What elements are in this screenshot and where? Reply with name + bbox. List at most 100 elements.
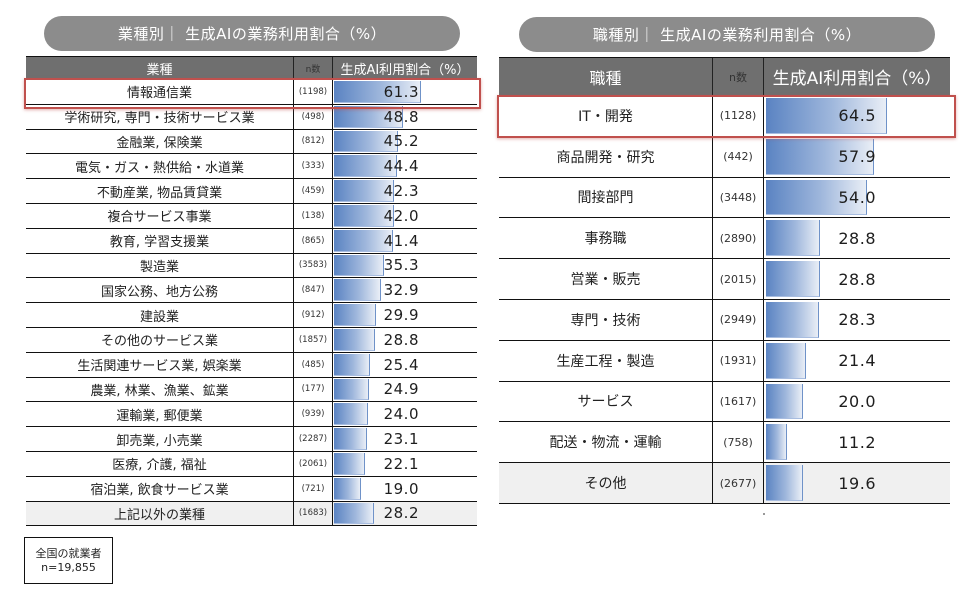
- row-label: 卸売業, 小売業: [116, 433, 203, 449]
- row-value: 11.2: [838, 432, 876, 452]
- header-industry: 業種: [146, 62, 173, 78]
- row-n-count: (2061): [293, 451, 332, 476]
- row-label: 配送・物流・運輸: [549, 435, 662, 452]
- table-row: サービス (1617) 20.0: [499, 381, 950, 423]
- row-value: 44.4: [383, 157, 419, 176]
- row-value-cell: 20.0: [763, 381, 950, 422]
- data-bar: [766, 98, 887, 134]
- row-value-cell: 19.0: [332, 476, 477, 501]
- table-row: 宿泊業, 飲食サービス業 (721) 19.0: [26, 476, 477, 502]
- row-label: 複合サービス事業: [107, 210, 212, 226]
- row-value-cell: 28.8: [763, 259, 950, 299]
- row-value: 42.3: [383, 182, 419, 201]
- row-label: 上記以外の業種: [113, 507, 205, 523]
- row-value-cell: 23.1: [332, 427, 477, 451]
- data-bar: [766, 465, 803, 501]
- row-label: その他のサービス業: [100, 334, 218, 350]
- row-n-count: (177): [293, 377, 332, 402]
- row-value-cell: 45.2: [332, 129, 477, 154]
- row-value: 24.0: [383, 405, 419, 424]
- table-row: 事務職 (2890) 28.8: [499, 218, 950, 260]
- header-n-count: n数: [293, 57, 332, 79]
- note-population: 全国の就業者: [35, 546, 102, 560]
- table-row: 国家公務、地方公務 (847) 32.9: [26, 278, 477, 304]
- data-bar: [334, 452, 366, 475]
- industry-table: 業種 n数 生成AI利用割合（%） 情報通信業 (1198) 61.3 学術研究…: [26, 56, 477, 527]
- row-value: 32.9: [383, 281, 419, 300]
- data-bar: [334, 378, 370, 401]
- row-label: サービス: [577, 394, 634, 411]
- table-row: 教育, 学習支援業 (865) 41.4: [26, 228, 477, 254]
- data-bar: [766, 383, 804, 420]
- row-n-count: (138): [293, 203, 332, 228]
- row-value: 45.2: [383, 132, 419, 151]
- data-bar: [334, 204, 394, 227]
- table-row: 建設業 (912) 29.9: [26, 303, 477, 328]
- header-n-count: n数: [712, 58, 763, 95]
- data-bar: [766, 138, 875, 175]
- row-n-count: (758): [712, 422, 763, 463]
- row-value-cell: 32.9: [332, 278, 477, 303]
- data-bar: [766, 261, 820, 297]
- data-bar: [334, 328, 375, 351]
- table-row: 学術研究, 専門・技術サービス業 (498) 48.8: [26, 104, 477, 130]
- row-value-cell: 54.0: [763, 177, 950, 218]
- row-label: 農業, 林業、漁業、鉱業: [90, 383, 229, 399]
- stray-dot: [763, 513, 765, 515]
- row-label: 金融業, 保険業: [116, 135, 203, 151]
- row-value-cell: 28.3: [763, 299, 950, 340]
- row-label: 宿泊業, 飲食サービス業: [90, 483, 229, 499]
- table-row: IT・開発 (1128) 64.5: [499, 96, 950, 137]
- table-row-other: その他 (2677) 19.6: [499, 463, 950, 504]
- row-n-count: (912): [293, 303, 332, 327]
- row-value: 42.0: [383, 206, 419, 225]
- row-value-cell: 35.3: [332, 253, 477, 278]
- row-n-count: (442): [712, 136, 763, 177]
- row-label: IT・開発: [578, 108, 633, 125]
- row-value: 20.0: [838, 391, 876, 411]
- row-n-count: (1931): [712, 340, 763, 381]
- data-bar: [766, 424, 787, 461]
- row-n-count: (865): [293, 228, 332, 253]
- row-label: 運輸業, 郵便業: [116, 408, 203, 424]
- row-n-count: (721): [293, 476, 332, 501]
- row-value-cell: 24.0: [332, 402, 477, 427]
- row-n-count: (1683): [293, 501, 332, 526]
- row-value-cell: 42.3: [332, 179, 477, 203]
- row-value: 64.5: [838, 106, 876, 126]
- row-value: 19.6: [838, 473, 876, 493]
- row-value-cell: 19.6: [763, 463, 950, 503]
- row-n-count: (939): [293, 402, 332, 427]
- row-n-count: (2890): [712, 218, 763, 259]
- row-value-cell: 41.4: [332, 228, 477, 253]
- data-bar: [334, 130, 399, 153]
- row-value-cell: 48.8: [332, 104, 477, 129]
- table-row: 不動産業, 物品賃貸業 (459) 42.3: [26, 179, 477, 204]
- row-value: 23.1: [383, 430, 419, 449]
- header-usage-rate: 生成AI利用割合（%）: [332, 57, 477, 79]
- row-label: 国家公務、地方公務: [100, 284, 218, 300]
- data-bar: [766, 179, 867, 216]
- row-value: 57.9: [838, 147, 876, 167]
- occupation-table-header: 職種 n数 生成AI利用割合（%）: [499, 57, 950, 96]
- table-row: 生産工程・製造 (1931) 21.4: [499, 340, 950, 382]
- row-label: 生産工程・製造: [556, 353, 655, 370]
- row-label: 間接部門: [577, 190, 634, 207]
- row-value: 21.4: [838, 351, 876, 371]
- row-label: 生活関連サービス業, 娯楽業: [77, 359, 242, 375]
- data-bar: [334, 81, 422, 103]
- table-row: 生活関連サービス業, 娯楽業 (485) 25.4: [26, 352, 477, 378]
- row-n-count: (498): [293, 104, 332, 129]
- row-label: 不動産業, 物品賃貸業: [96, 185, 223, 201]
- row-n-count: (847): [293, 278, 332, 303]
- row-n-count: (1857): [293, 327, 332, 352]
- table-row: 営業・販売 (2015) 28.8: [499, 259, 950, 300]
- table-row-other: 上記以外の業種 (1683) 28.2: [26, 501, 477, 527]
- row-label: 商品開発・研究: [556, 149, 655, 166]
- row-n-count: (1617): [712, 381, 763, 422]
- table-row: 運輸業, 郵便業 (939) 24.0: [26, 402, 477, 428]
- row-label: 事務職: [584, 231, 627, 248]
- industry-table-header: 業種 n数 生成AI利用割合（%）: [26, 56, 477, 80]
- occupation-table: 職種 n数 生成AI利用割合（%） IT・開発 (1128) 64.5 商品開発…: [499, 57, 950, 504]
- row-value-cell: 21.4: [763, 340, 950, 381]
